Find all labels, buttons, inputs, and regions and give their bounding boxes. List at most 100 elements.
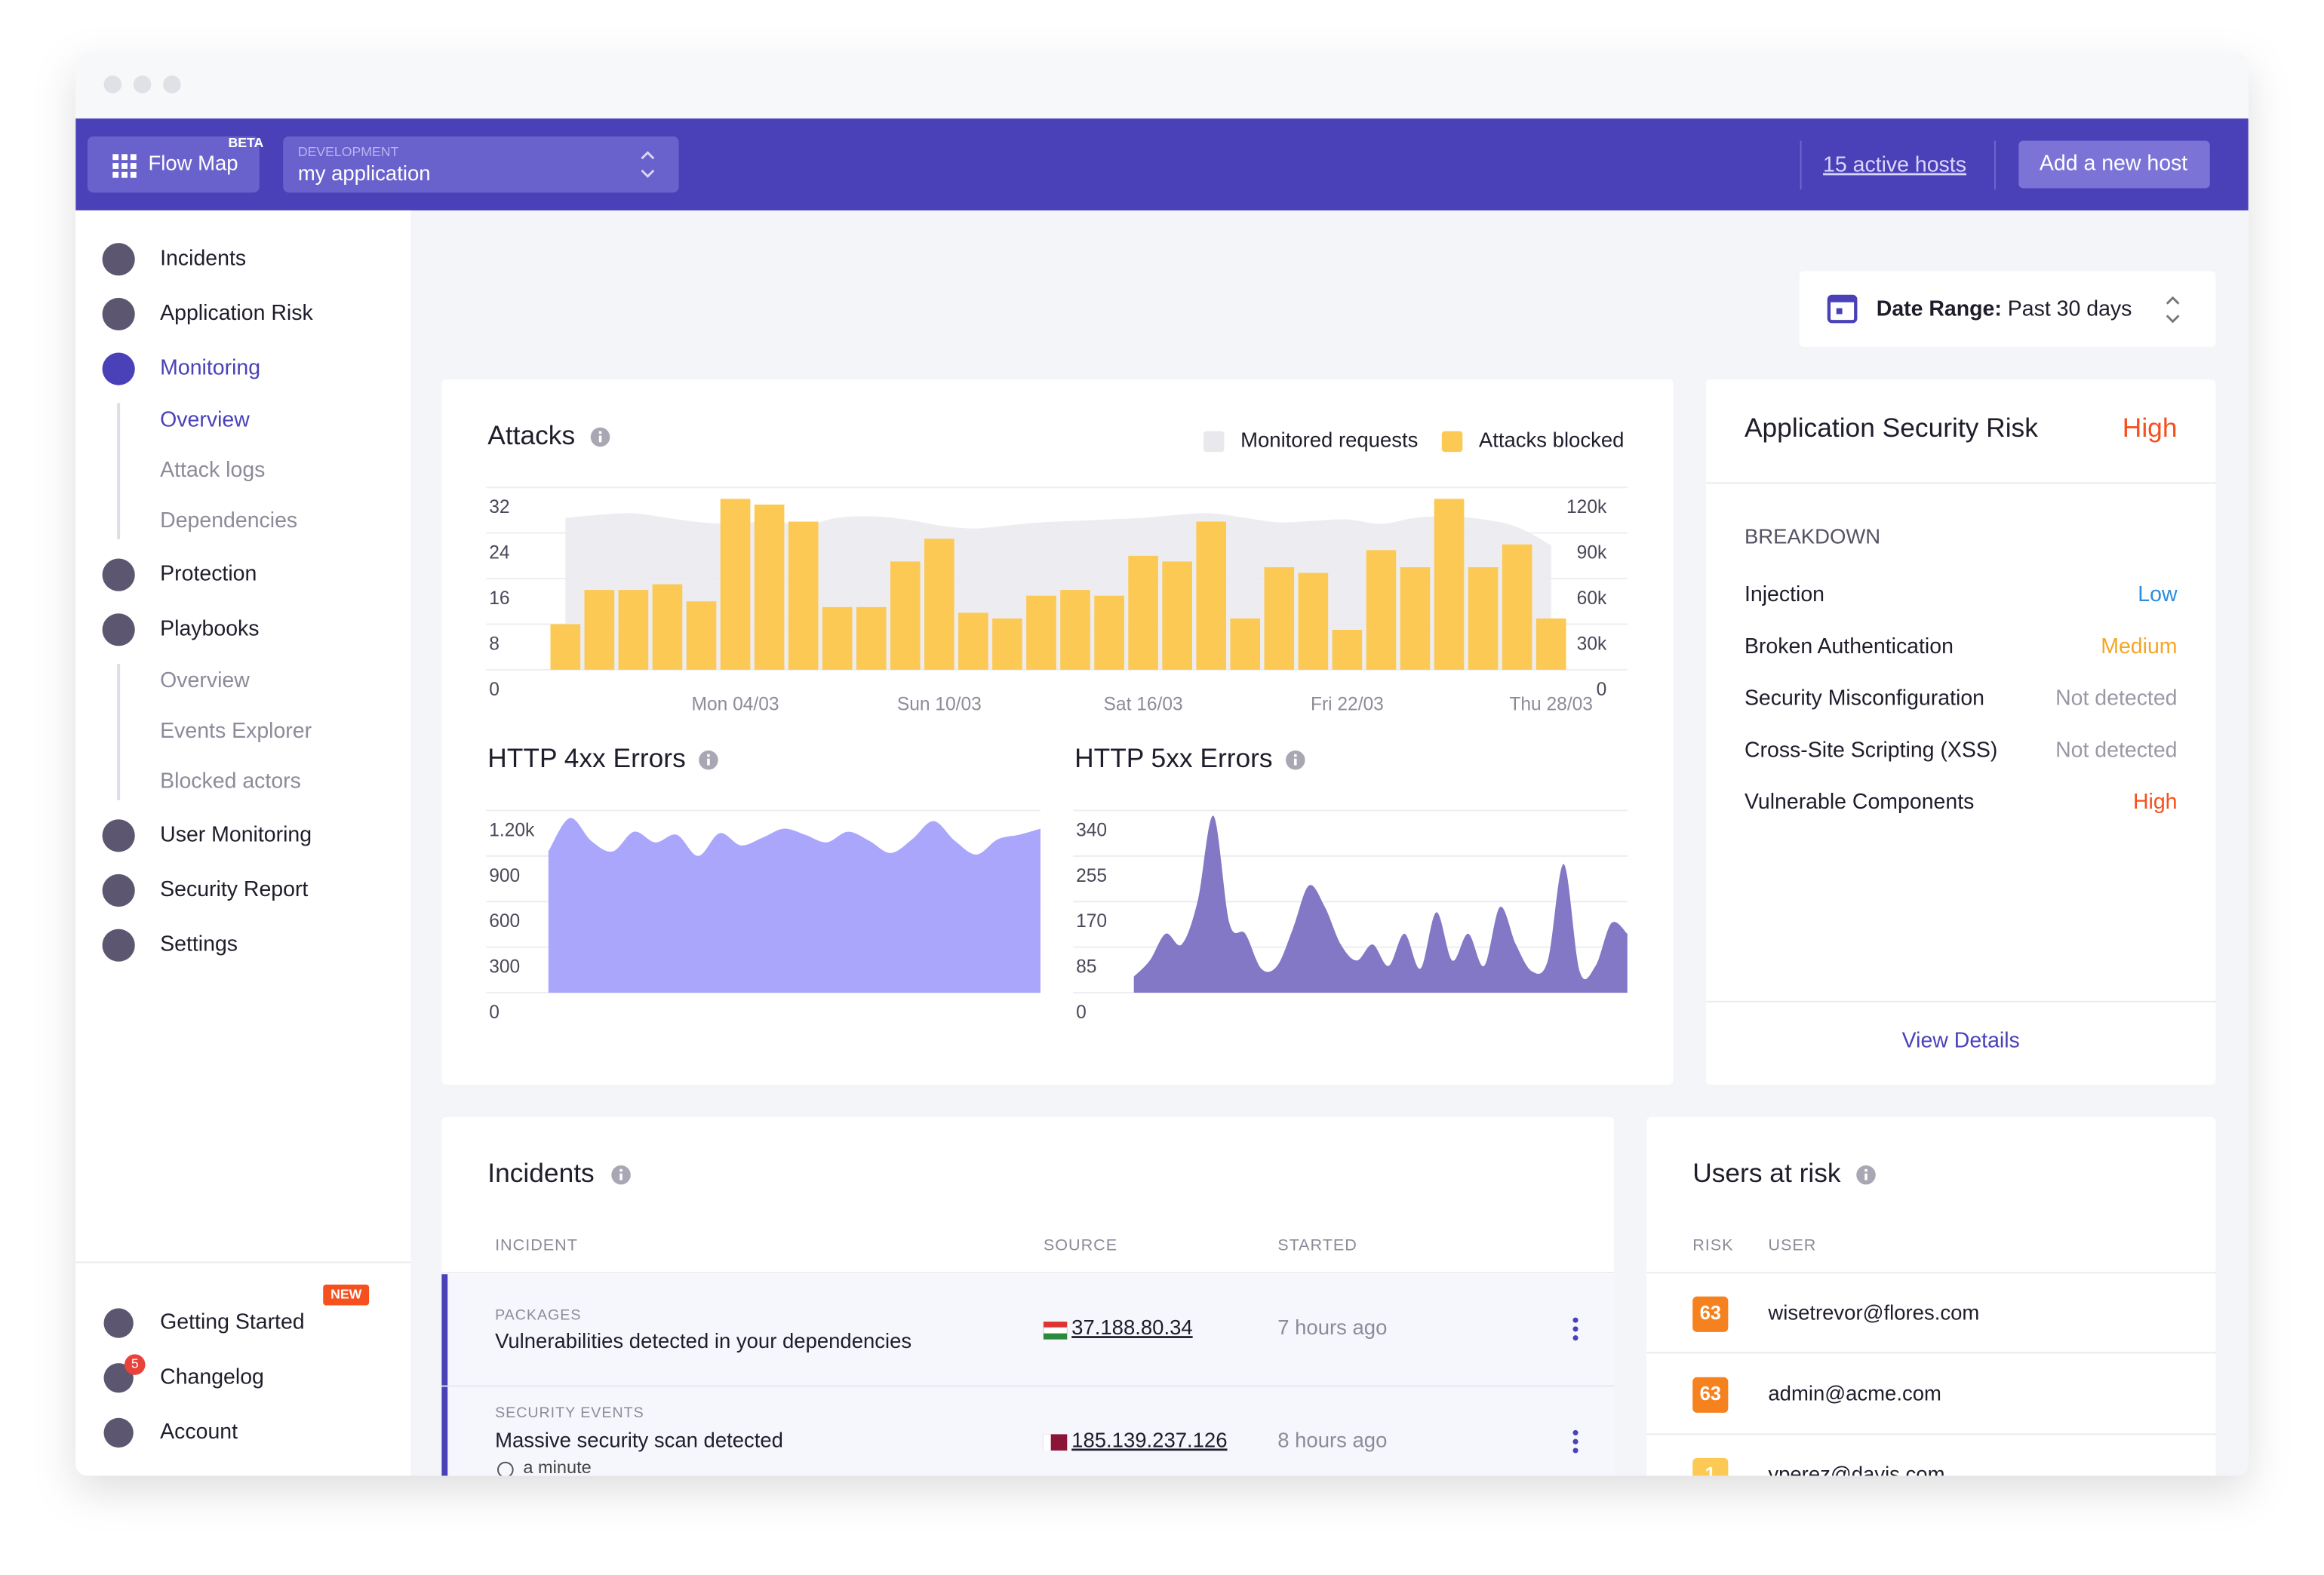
nav-item[interactable]: Account bbox=[160, 1420, 238, 1444]
incident-row[interactable] bbox=[441, 1274, 1615, 1386]
info-icon bbox=[707, 754, 710, 757]
info-icon bbox=[619, 1173, 622, 1180]
risk-item: Security Misconfiguration bbox=[1745, 686, 1984, 711]
nav-subitem[interactable]: Overview bbox=[160, 668, 250, 692]
info-icon bbox=[619, 1168, 622, 1172]
risk-level: Not detected bbox=[2055, 738, 2177, 762]
risk-score: 1 bbox=[1705, 1464, 1716, 1485]
bar bbox=[720, 499, 751, 670]
y-tick-label: 600 bbox=[489, 911, 520, 932]
legend-swatch bbox=[1441, 431, 1463, 453]
nav-item[interactable]: Getting Started bbox=[160, 1310, 304, 1334]
info-icon bbox=[1864, 1168, 1868, 1172]
y-tick-label: 120k bbox=[1566, 497, 1607, 517]
bar bbox=[924, 539, 954, 670]
row-menu[interactable] bbox=[1572, 1317, 1579, 1341]
date-range-label: Date Range: bbox=[1877, 296, 2002, 321]
incident-source[interactable]: 37.188.80.34 bbox=[1071, 1316, 1192, 1339]
flow-map-button[interactable] bbox=[87, 136, 260, 193]
user-email: yperez@davis.com bbox=[1768, 1463, 1944, 1486]
users-title: Users at risk bbox=[1692, 1159, 1841, 1188]
date-range-value: Past 30 days bbox=[2008, 296, 2132, 321]
nav-item[interactable]: User Monitoring bbox=[160, 822, 312, 846]
legend-swatch bbox=[1203, 431, 1225, 453]
info-icon bbox=[598, 431, 602, 434]
risk-level: Low bbox=[2138, 582, 2178, 606]
x-tick-label: Thu 28/03 bbox=[1509, 694, 1593, 714]
nav-subitem[interactable]: Overview bbox=[160, 407, 250, 431]
risk-level: Not detected bbox=[2055, 686, 2177, 711]
flag bbox=[1043, 1327, 1068, 1334]
nav-icon bbox=[102, 297, 135, 331]
incident-category: SECURITY EVENTS bbox=[495, 1405, 644, 1421]
nav-icon bbox=[102, 243, 135, 276]
incident-source[interactable]: 185.139.237.126 bbox=[1071, 1428, 1227, 1451]
nav-item[interactable]: Security Report bbox=[160, 877, 308, 901]
row-menu[interactable] bbox=[1572, 1429, 1579, 1454]
risk-score: 63 bbox=[1700, 1383, 1721, 1405]
bar bbox=[822, 606, 853, 670]
app-selector[interactable] bbox=[283, 136, 679, 193]
risk-score: 63 bbox=[1700, 1303, 1721, 1324]
app-name: my application bbox=[298, 161, 431, 185]
nav-icon bbox=[102, 558, 135, 591]
nav-item[interactable]: Changelog bbox=[160, 1365, 264, 1389]
view-details-link[interactable]: View Details bbox=[1902, 1028, 2020, 1052]
stopwatch-icon bbox=[497, 1461, 514, 1476]
nav-item[interactable]: Protection bbox=[160, 562, 257, 586]
breakdown-label: BREAKDOWN bbox=[1745, 524, 1880, 548]
nav-icon bbox=[102, 352, 135, 385]
date-range-text: Date Range: Past 30 days bbox=[1877, 296, 2132, 321]
date-range[interactable] bbox=[1799, 271, 2216, 347]
count-badge-text: 5 bbox=[131, 1356, 139, 1371]
nav-subitem[interactable]: Events Explorer bbox=[160, 719, 312, 743]
incident-started: 8 hours ago bbox=[1277, 1428, 1387, 1451]
incidents-title: Incidents bbox=[487, 1159, 594, 1188]
titlebar bbox=[75, 53, 2249, 119]
nav-subitem[interactable]: Blocked actors bbox=[160, 769, 301, 794]
nav-item[interactable]: Monitoring bbox=[160, 356, 260, 380]
nav-icon bbox=[103, 1363, 134, 1393]
y-tick-label: 16 bbox=[489, 588, 509, 609]
bar bbox=[1468, 566, 1499, 670]
selector-chevron bbox=[641, 151, 655, 178]
active-hosts-link[interactable]: 15 active hosts bbox=[1823, 153, 1966, 177]
risk-level: High bbox=[2123, 413, 2178, 443]
area bbox=[548, 818, 1041, 993]
grid-icon bbox=[112, 154, 137, 178]
nav-item[interactable]: Incidents bbox=[160, 246, 246, 270]
app: Flow Map BETA DEVELOPMENT my application… bbox=[75, 53, 2249, 1506]
flag bbox=[1043, 1434, 1051, 1451]
incident-title: Vulnerabilities detected in your depende… bbox=[495, 1329, 911, 1352]
bar bbox=[1434, 499, 1465, 670]
incident-started: 7 hours ago bbox=[1277, 1316, 1387, 1339]
nav-icon bbox=[103, 1417, 134, 1448]
nav-item[interactable]: Application Risk bbox=[160, 301, 313, 325]
legend-label: Attacks blocked bbox=[1479, 428, 1624, 452]
risk-level: High bbox=[2133, 790, 2178, 814]
add-host-button[interactable] bbox=[2018, 140, 2210, 189]
nav-item[interactable]: Playbooks bbox=[160, 616, 259, 640]
incident-category: PACKAGES bbox=[495, 1306, 581, 1323]
content: 0 30k 60k 90k 120k 0 8 16 24 32 Mon 04/03 Sun 10/03… bbox=[486, 427, 2178, 1486]
bar bbox=[1332, 629, 1363, 670]
x-tick-label: Sun 10/03 bbox=[897, 694, 982, 714]
bar bbox=[1536, 618, 1566, 670]
nav-subitem[interactable]: Attack logs bbox=[160, 458, 265, 482]
risk-title: Application Security Risk bbox=[1745, 413, 2038, 443]
y-tick-label: 170 bbox=[1076, 911, 1107, 932]
nav-item[interactable]: Settings bbox=[160, 932, 238, 956]
nav-icon bbox=[103, 1308, 134, 1338]
info-icon bbox=[1294, 754, 1297, 757]
window-dot bbox=[103, 75, 122, 94]
nav-subitem[interactable]: Dependencies bbox=[160, 508, 297, 533]
bar bbox=[618, 590, 649, 670]
risk-item: Vulnerable Components bbox=[1745, 790, 1974, 814]
flow-map-label: Flow Map bbox=[148, 151, 238, 174]
incident-row[interactable] bbox=[441, 1386, 1615, 1506]
y-tick-label: 0 bbox=[489, 1002, 500, 1023]
bar bbox=[652, 584, 683, 670]
nav-icon bbox=[102, 929, 135, 962]
bar bbox=[1060, 590, 1090, 670]
